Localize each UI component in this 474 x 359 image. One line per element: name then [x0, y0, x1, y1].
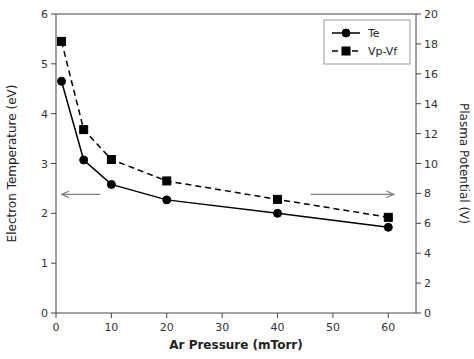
x-tick — [222, 313, 223, 318]
series-marker — [163, 177, 171, 185]
y2-tick-label: 8 — [424, 187, 431, 200]
y-tick-label: 0 — [41, 307, 48, 320]
y2-tick-label: 6 — [424, 217, 431, 230]
y-tick — [51, 63, 56, 64]
legend-swatch-marker — [342, 47, 350, 55]
legend-swatch-marker — [342, 29, 350, 37]
y-tick-label: 3 — [41, 158, 48, 171]
arrow — [311, 194, 394, 195]
y-tick-label: 6 — [41, 8, 48, 21]
series-marker — [58, 77, 66, 85]
y2-tick-label: 18 — [424, 38, 438, 51]
plot-frame — [56, 14, 416, 313]
series-line — [62, 81, 389, 227]
y2-tick-label: 0 — [424, 307, 431, 320]
y2-tick — [416, 133, 421, 134]
x-tick-label: 40 — [271, 321, 285, 334]
y-axis-label: Electron Temperature (eV) — [5, 85, 19, 243]
series-marker — [384, 223, 392, 231]
x-tick-label: 20 — [160, 321, 174, 334]
x-tick-label: 60 — [381, 321, 395, 334]
y2-tick — [416, 223, 421, 224]
series-marker — [107, 180, 115, 188]
series-marker — [107, 156, 115, 164]
legend-box — [324, 20, 410, 64]
arrow — [62, 194, 101, 195]
y2-tick-label: 16 — [424, 68, 438, 81]
plot-area — [58, 37, 394, 231]
y-tick — [51, 313, 56, 314]
y2-tick — [416, 14, 421, 15]
series-marker — [80, 156, 88, 164]
y2-tick — [416, 283, 421, 284]
y2-tick — [416, 73, 421, 74]
y2-tick — [416, 253, 421, 254]
series-marker — [163, 196, 171, 204]
y2-tick-label: 12 — [424, 128, 438, 141]
series-line — [62, 41, 389, 217]
y2-tick — [416, 193, 421, 194]
series-marker — [274, 209, 282, 217]
legend: Te Vp-Vf — [324, 20, 410, 64]
y2-tick-label: 20 — [424, 8, 438, 21]
y-tick — [51, 113, 56, 114]
y-tick-label: 1 — [41, 257, 48, 270]
x-tick-label: 0 — [53, 321, 60, 334]
x-tick — [332, 313, 333, 318]
y2-axis-label: Plasma Potential (V) — [457, 103, 471, 224]
y2-tick-label: 10 — [424, 158, 438, 171]
x-tick — [56, 313, 57, 318]
x-tick — [388, 313, 389, 318]
x-tick — [166, 313, 167, 318]
y-tick-label: 4 — [41, 108, 48, 121]
y-tick — [51, 163, 56, 164]
y2-tick-label: 14 — [424, 98, 438, 111]
y-tick — [51, 14, 56, 15]
y-tick — [51, 263, 56, 264]
y-tick-label: 2 — [41, 207, 48, 220]
y2-tick — [416, 163, 421, 164]
series-marker — [58, 37, 66, 45]
y-tick-label: 5 — [41, 58, 48, 71]
x-tick — [111, 313, 112, 318]
x-tick-label: 50 — [326, 321, 340, 334]
y2-tick — [416, 313, 421, 314]
chart: 0102030405060012345602468101214161820Ar … — [0, 0, 474, 359]
x-tick — [277, 313, 278, 318]
y2-tick — [416, 43, 421, 44]
series-marker — [384, 213, 392, 221]
legend-label: Vp-Vf — [368, 45, 398, 58]
legend-label: Te — [367, 27, 380, 40]
y2-tick-label: 4 — [424, 247, 431, 260]
x-tick-label: 30 — [215, 321, 229, 334]
y2-tick — [416, 103, 421, 104]
series-marker — [274, 195, 282, 203]
x-tick-label: 10 — [104, 321, 118, 334]
x-axis-label: Ar Pressure (mTorr) — [169, 338, 302, 352]
series-marker — [80, 126, 88, 134]
y-tick — [51, 213, 56, 214]
y2-tick-label: 2 — [424, 277, 431, 290]
